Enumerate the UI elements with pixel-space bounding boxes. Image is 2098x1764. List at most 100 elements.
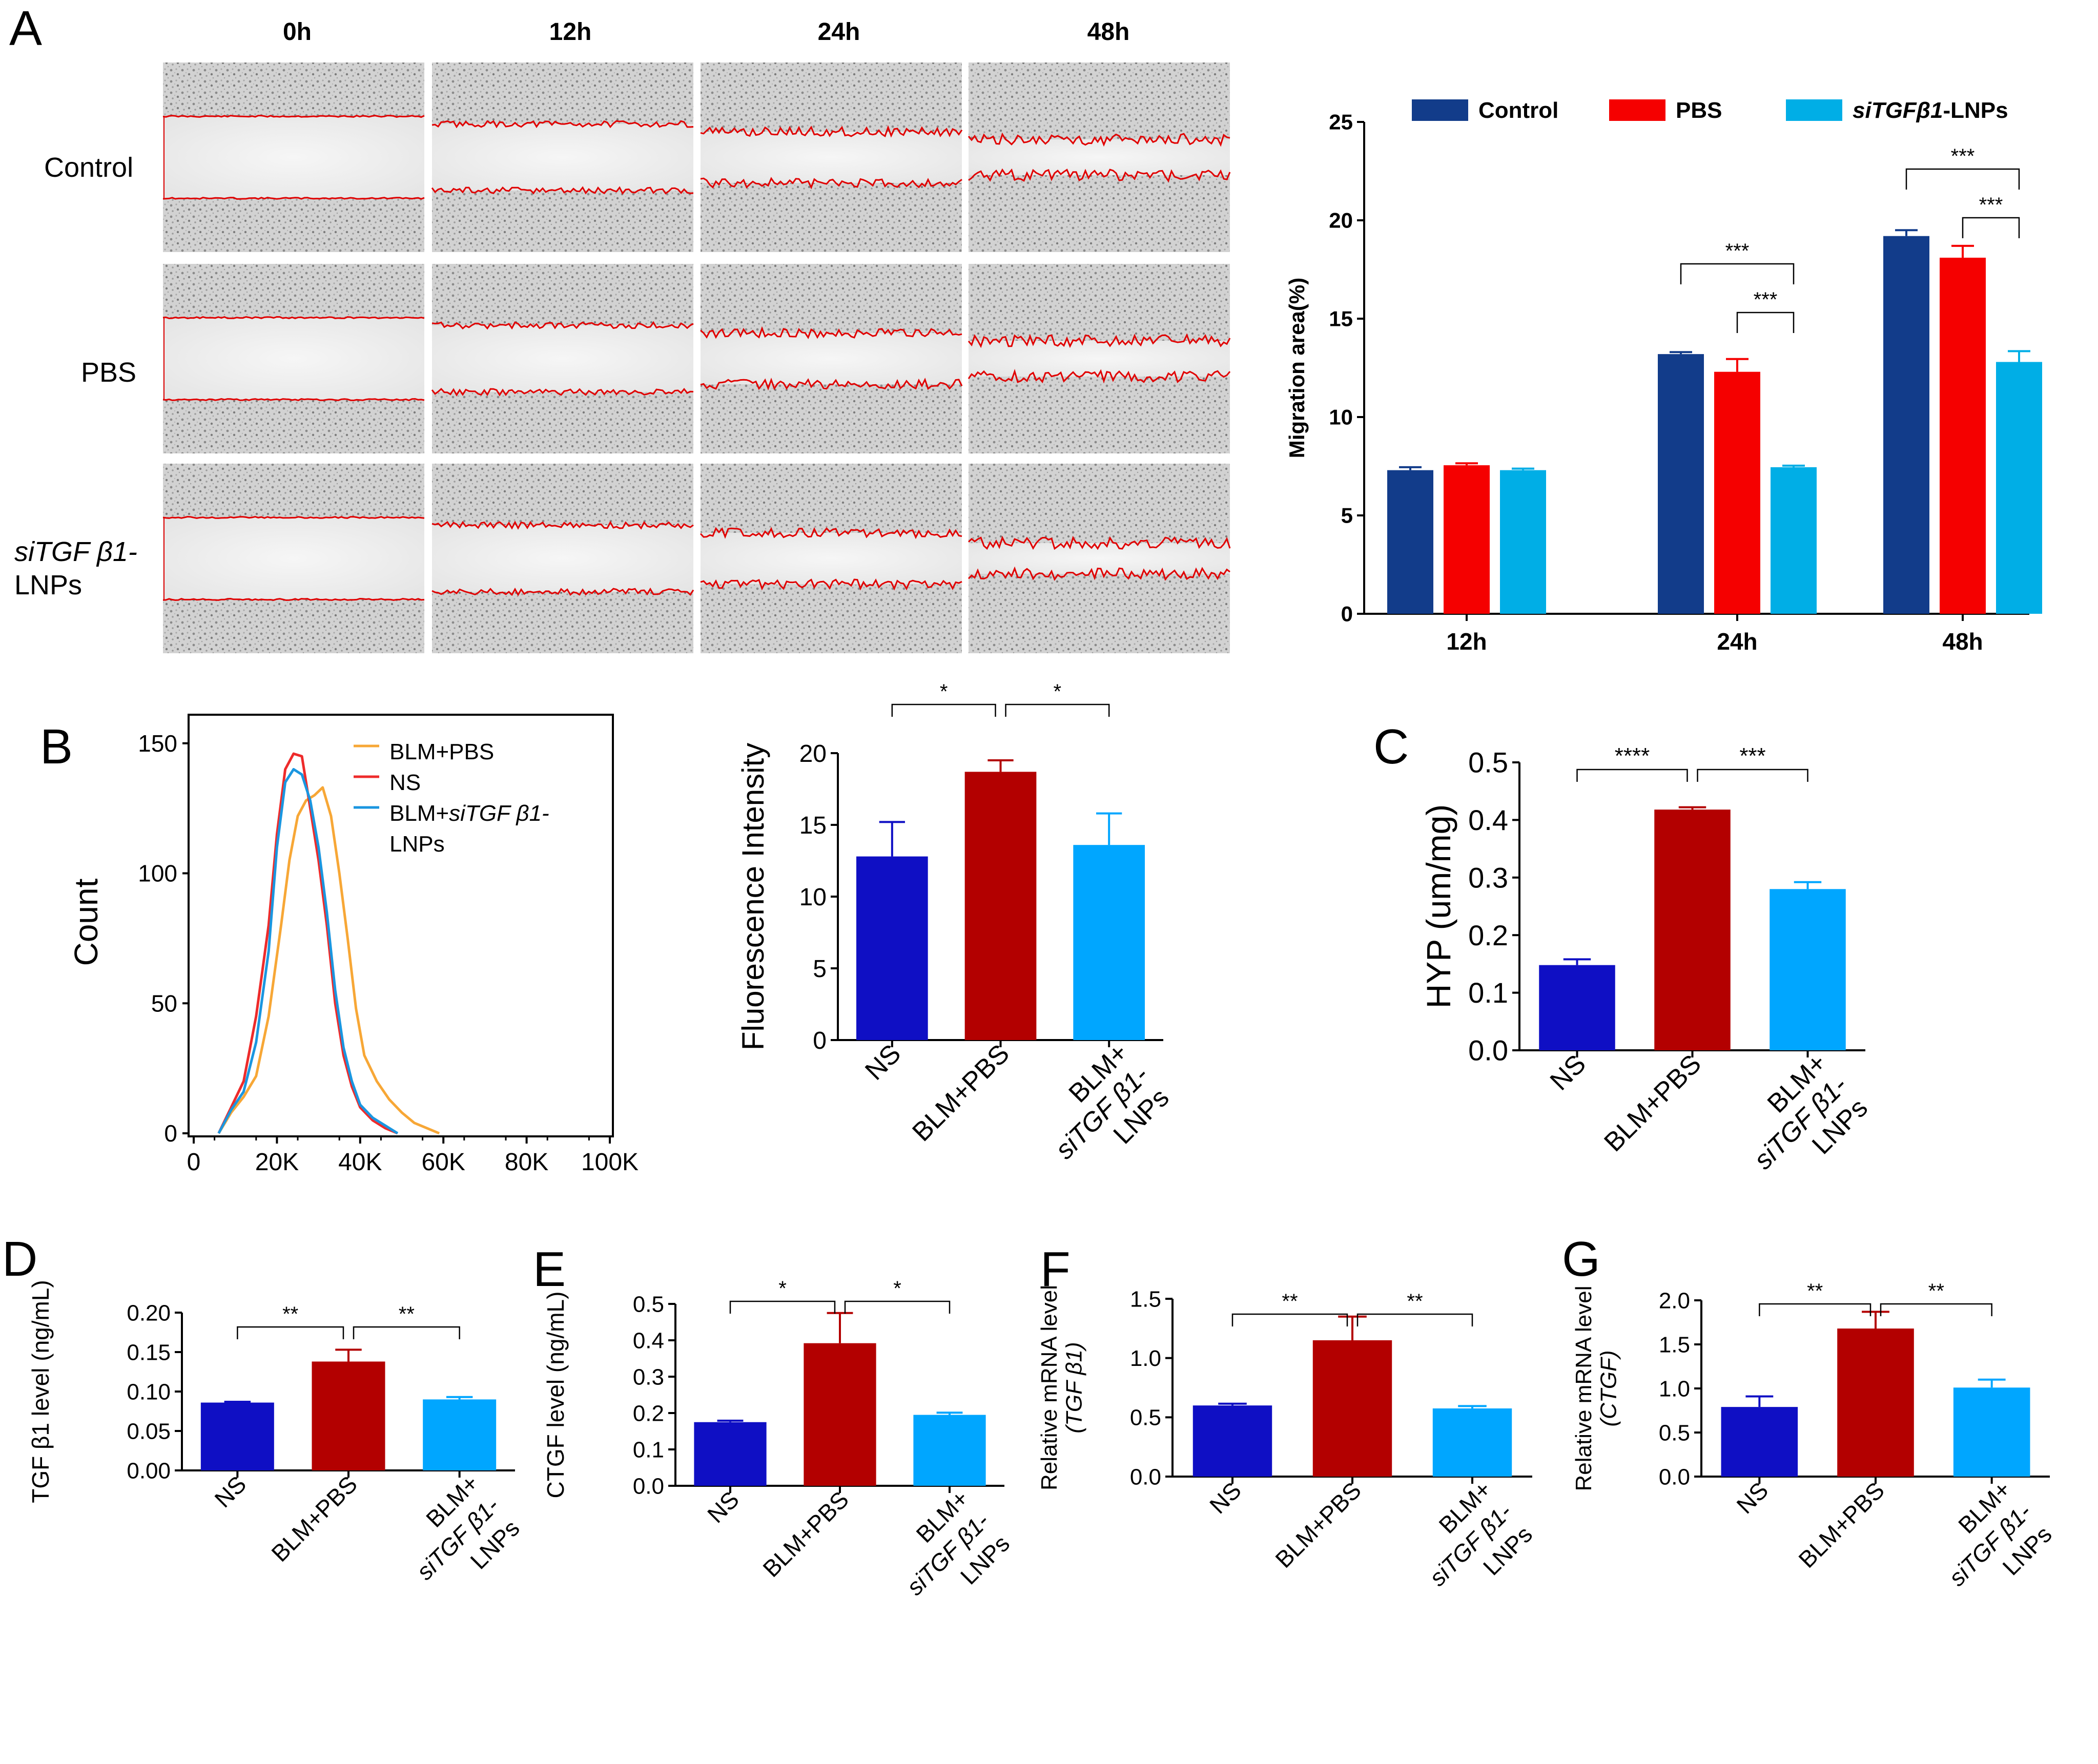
significance-label: * [940,680,948,703]
x-category-label: BLM+PBS [757,1486,854,1582]
x-category-label: 48h [1942,628,1983,655]
row-label-pbs: PBS [81,357,136,388]
bar-pbs-12h [1444,465,1490,614]
significance-label: *** [1951,145,1975,168]
bar-ns [1539,965,1615,1050]
significance-label: * [1054,680,1062,703]
y-tick-label: 2.0 [1659,1288,1690,1313]
x-category-label: BLM+PBS [907,1039,1015,1147]
y-tick-label: 0.5 [1659,1420,1690,1445]
significance-bracket [353,1326,460,1339]
y-tick-label: 0.1 [633,1437,664,1462]
significance-bracket [1697,769,1808,782]
y-tick-label: 0.0 [1659,1464,1690,1489]
y-tick-label: 0.2 [633,1401,664,1426]
significance-label: ** [282,1303,298,1325]
significance-bracket [237,1326,344,1339]
scratch-edge-top [968,132,1230,147]
scratch-edge-top [968,535,1231,550]
scratch-gap [163,517,424,599]
y-tick-label: 0.15 [127,1340,171,1365]
x-category-label: 24h [1717,628,1757,655]
y-tick-label: 20 [1329,209,1353,233]
bar-blm-sitgf-1-lnps [1770,889,1846,1050]
row-label-control: Control [44,152,133,183]
y-axis-label: TGF β1 level (ng/mL) [27,1280,54,1503]
y-tick-label: 0.3 [633,1364,664,1389]
histogram-curve-blm-pbs [217,786,440,1135]
legend-control-swatch [1412,99,1468,121]
scratch-edge-bottom [162,196,425,200]
scratch-gap [432,124,693,191]
legend-pbs-label: PBS [1676,98,1722,123]
y-axis-label-line2: (TGF β1) [1061,1342,1086,1433]
y-tick-label: 0 [813,1027,827,1054]
plot-frame [188,714,614,1137]
scratch-edge-top [700,326,962,339]
bar-pbs-24h [1714,371,1760,614]
migration-area-chart: 0 5 10 15 20 25 12h 24h 48h *** *** *** *** Migration… [1285,98,2042,655]
scratch-edge-top [431,321,694,330]
significance-label: *** [1725,240,1750,262]
bar-blm-pbs [804,1343,876,1486]
y-axis-label: Fluorescence Intensity [736,743,770,1050]
x-tick-label: 60K [421,1149,465,1176]
x-category-label: NS [859,1039,907,1086]
scratch-edge-bottom [431,387,694,397]
bar-sitgf-1-lnps-24h [1771,467,1817,614]
significance-bracket [1905,168,2020,190]
bar-control-24h [1658,354,1704,614]
significance-bracket [1680,263,1795,284]
tgfb1-level-chart: 0.000.050.100.150.20 ** **NS BLM+PBS BLM+siT… [27,1280,525,1585]
bar-blm-sitgf-1-lnps [1073,845,1145,1040]
bar-blm-pbs [1654,810,1731,1050]
y-tick-label: 0.4 [1468,804,1508,836]
panel-letter-c: C [1373,719,1409,774]
y-tick-label: 1.5 [1659,1332,1690,1357]
bar-ns [1192,1405,1272,1477]
x-category-label: NS [702,1486,744,1528]
y-tick-label: 15 [1329,307,1353,331]
y-tick-label: 0.1 [1468,977,1508,1009]
time-label-12h: 12h [549,18,592,46]
bar-ns [1721,1407,1798,1477]
scratch-edge-top [162,114,425,118]
scratch-gap [163,116,424,198]
significance-bracket [1736,312,1795,333]
time-label-24h: 24h [818,18,860,46]
x-tick-label: 40K [338,1149,382,1176]
significance-label: ** [1928,1280,1944,1302]
bar-sitgf-1-lnps-12h [1500,470,1546,614]
x-tick-label: 100K [581,1149,639,1176]
x-category-label: NS [1731,1477,1773,1519]
scratch-edge-bottom [162,597,425,601]
scratch-edge-bottom [968,566,1230,581]
y-tick-label: 0.2 [1468,919,1508,951]
histogram-curve-blm-sitgf-1-lnps [217,768,399,1135]
ctgf-mrna-chart: 0.00.51.01.52.0 ** **NS BLM+PBS BLM+siTGF β1… [1571,1280,2057,1591]
legend-sitgf-lnps-label: siTGFβ1-LNPs [1853,98,2008,123]
y-tick-label: 0 [164,1120,177,1147]
scratch-assay-micrographs [162,63,1231,653]
significance-bracket [1962,217,2020,238]
x-category-label: BLM+PBS [266,1470,362,1567]
flow-histogram-chart: 0 50 100 150 0 20K 40K 60K 80K 100K Count BLM+PBS NS… [68,714,639,1176]
panel-letter-e: E [533,1242,566,1297]
significance-label: *** [1979,194,2003,216]
y-tick-label: 0.10 [127,1379,171,1404]
bar-ns [694,1422,767,1486]
x-category-label: 12h [1446,628,1487,655]
panel-letter-g: G [1562,1232,1600,1286]
histogram-curve-ns [217,752,398,1135]
scratch-gap [701,132,962,183]
row-label-sitgf-line2: LNPs [14,570,82,600]
scratch-edge-bottom [968,168,1231,183]
bar-blm-sitgf-1-lnps [423,1399,497,1470]
significance-label: ** [399,1303,415,1325]
scratch-gap [432,525,693,592]
y-tick-label: 0.0 [633,1474,664,1499]
y-axis-label-line2: (CTGF) [1596,1350,1621,1426]
scratch-edge-top [700,527,962,539]
x-category-label: BLM+PBS [1598,1049,1707,1157]
